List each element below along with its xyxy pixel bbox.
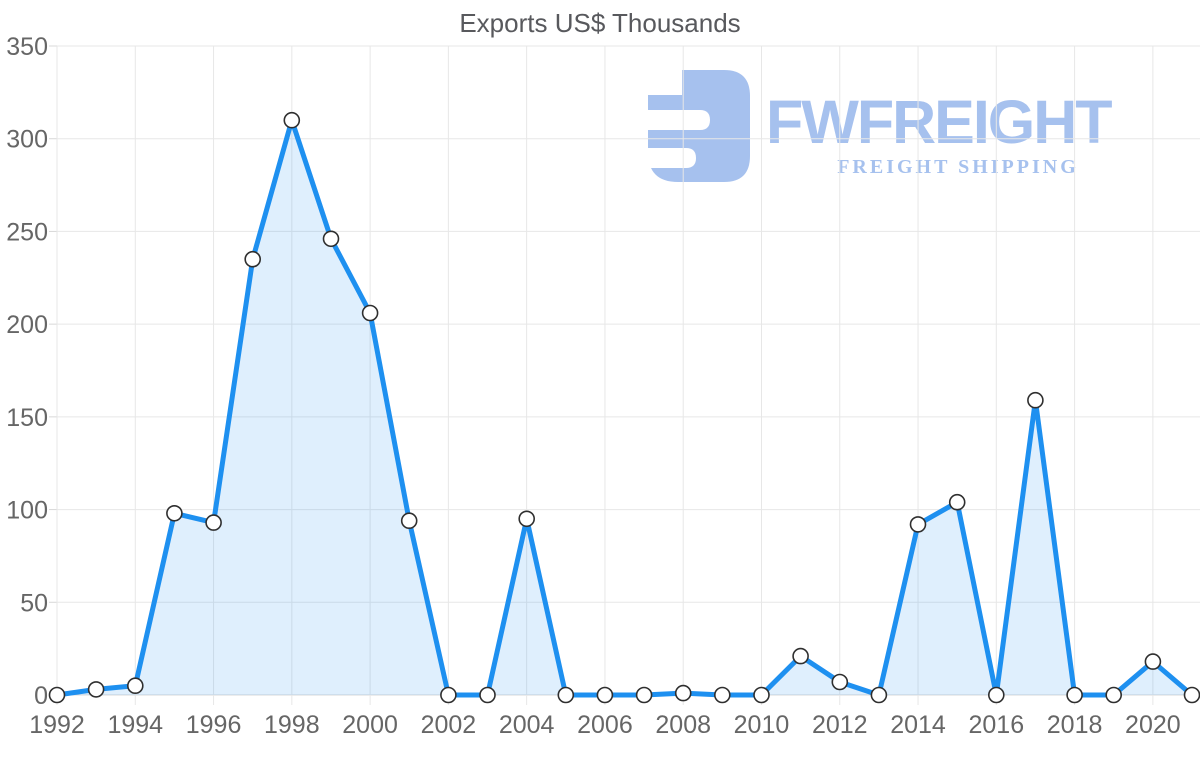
data-point-marker xyxy=(1066,686,1083,704)
x-tick-label: 1994 xyxy=(107,711,163,739)
data-point-marker xyxy=(127,677,144,695)
data-point-marker xyxy=(322,230,340,248)
data-point-marker xyxy=(557,686,575,704)
data-point-marker xyxy=(792,647,809,665)
data-point-marker xyxy=(831,673,849,691)
data-point-marker xyxy=(987,686,1005,704)
y-tick-label: 300 xyxy=(6,126,48,154)
data-point-marker xyxy=(1183,686,1200,704)
data-point-marker xyxy=(87,681,105,698)
x-tick-label: 2006 xyxy=(577,711,633,739)
data-point-marker xyxy=(205,514,222,531)
data-point-marker xyxy=(166,504,183,522)
y-tick-label: 150 xyxy=(6,404,48,432)
x-tick-label: 2002 xyxy=(421,711,477,739)
x-tick-label: 2018 xyxy=(1047,711,1103,739)
y-tick-label: 250 xyxy=(6,218,48,246)
data-point-marker xyxy=(674,684,692,702)
x-tick-label: 1996 xyxy=(186,711,242,739)
data-point-marker xyxy=(361,304,379,322)
data-point-marker xyxy=(713,686,731,704)
fwfreight-logo-icon xyxy=(648,70,750,182)
data-point-marker xyxy=(635,686,653,704)
x-tick-label: 2000 xyxy=(342,711,398,739)
data-point-marker xyxy=(948,493,966,511)
x-tick-label: 2012 xyxy=(812,711,868,739)
x-tick-label: 1992 xyxy=(29,711,85,739)
x-tick-label: 2010 xyxy=(734,711,790,739)
x-tick-label: 2016 xyxy=(968,711,1024,739)
data-point-marker xyxy=(909,516,927,533)
x-tick-label: 2020 xyxy=(1125,711,1181,739)
data-point-marker xyxy=(400,512,418,530)
data-point-marker xyxy=(1027,391,1044,409)
chart-title: Exports US$ Thousands xyxy=(459,8,741,38)
data-point-marker xyxy=(48,686,66,704)
data-point-marker xyxy=(479,686,496,704)
y-tick-label: 50 xyxy=(20,589,48,617)
series-line xyxy=(54,117,1195,698)
y-tick-label: 0 xyxy=(34,682,48,710)
data-point-marker xyxy=(1144,653,1162,670)
x-tick-label: 1998 xyxy=(264,711,320,739)
fwfreight-logo: FWFREIGHT FREIGHT SHIPPING xyxy=(648,68,1158,188)
y-tick-label: 200 xyxy=(6,311,48,339)
data-point-marker xyxy=(440,686,457,704)
data-point-marker xyxy=(596,686,614,704)
y-tick-label: 100 xyxy=(6,497,48,525)
x-tick-label: 2004 xyxy=(499,711,555,739)
y-tick-label: 350 xyxy=(6,33,48,61)
data-point-marker xyxy=(244,250,261,268)
data-point-marker xyxy=(283,111,301,129)
logo-wordmark: FWFREIGHT xyxy=(766,88,1113,156)
logo-subtitle: FREIGHT SHIPPING xyxy=(837,156,1079,178)
data-point-marker xyxy=(518,510,536,528)
data-point-marker xyxy=(870,686,888,704)
data-point-marker xyxy=(1105,686,1122,704)
series-area-fill xyxy=(57,120,1192,695)
x-tick-label: 2008 xyxy=(655,711,711,739)
data-point-marker xyxy=(753,686,770,704)
x-tick-label: 2014 xyxy=(890,711,946,739)
